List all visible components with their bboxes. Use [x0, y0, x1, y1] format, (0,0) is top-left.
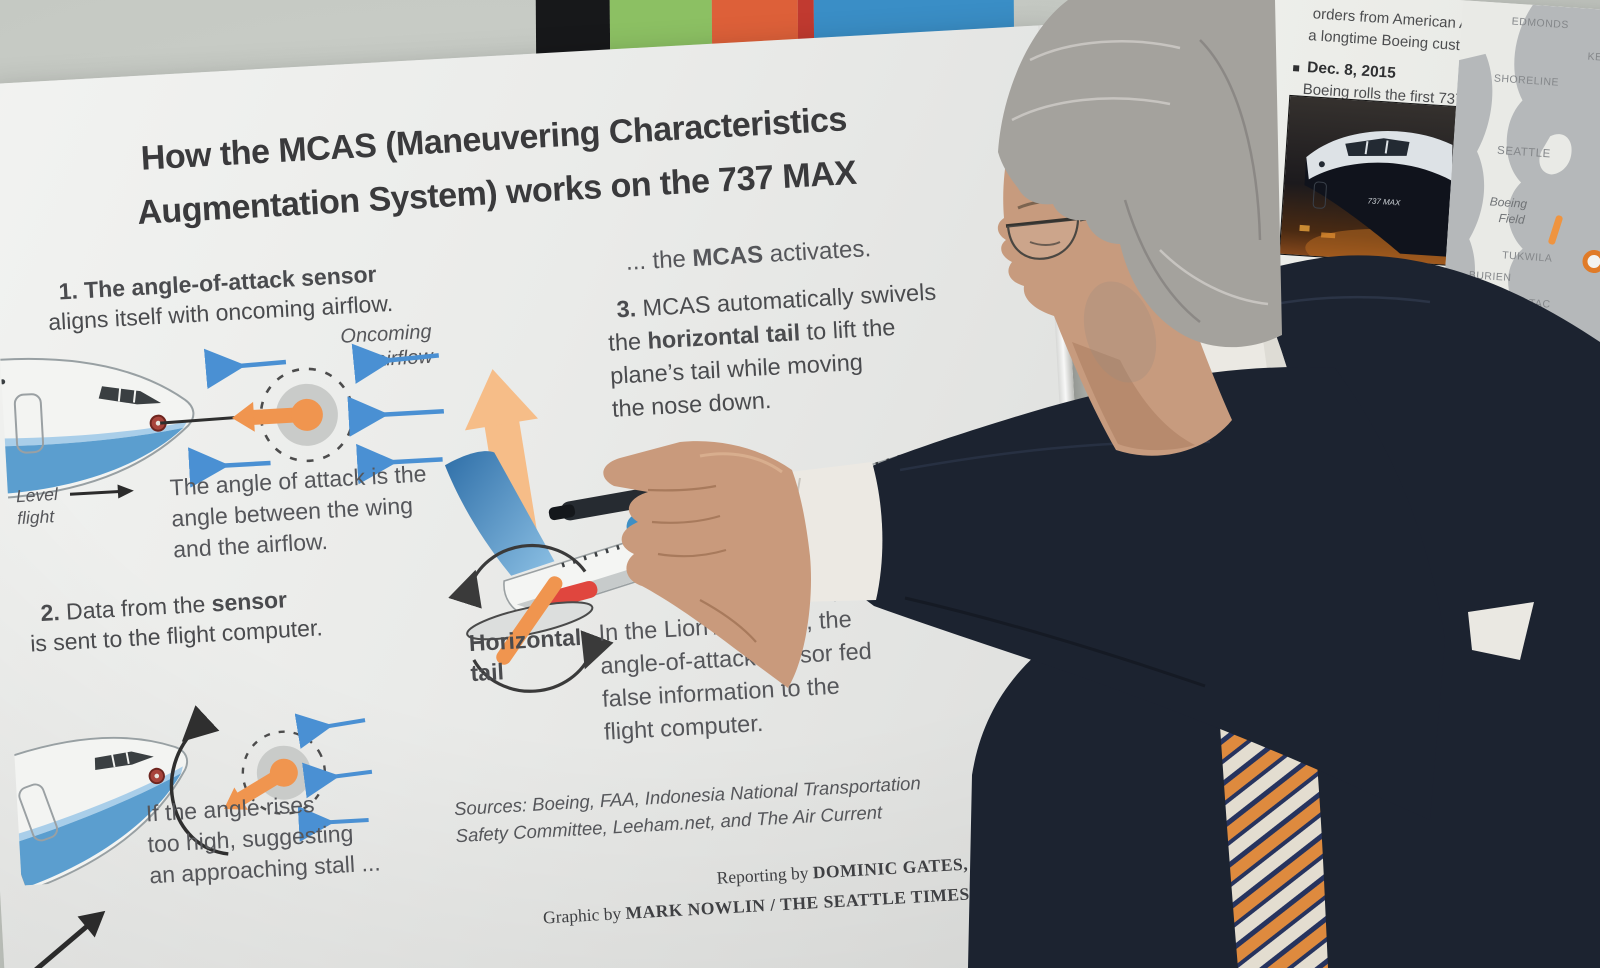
photo-light: [1321, 232, 1336, 239]
seattle-area-map: EDMONDS KEN SHORELINE SEATTLE Boeing Fie…: [1440, 0, 1600, 361]
jaw-stubble: [1083, 281, 1157, 383]
map-lake: [1539, 134, 1572, 175]
map-land-east: [1500, 4, 1600, 361]
map-land-west: [1441, 53, 1493, 330]
cockpit-window-divider: [1364, 140, 1389, 155]
airflow-arrow: [302, 762, 373, 799]
finger-lines: [647, 484, 757, 643]
sleeve-fold: [904, 596, 1206, 688]
glasses-lens: [1006, 219, 1080, 260]
airflow-arrow: [356, 443, 443, 485]
sensor-vane-tip: [223, 787, 248, 810]
eye-line: [1029, 241, 1061, 246]
arrow-head: [77, 910, 106, 938]
airflow-arrow: [297, 805, 369, 842]
plane-door: [1312, 181, 1327, 209]
photo-light: [1299, 224, 1310, 232]
plane-upper-fuselage: [1306, 131, 1453, 181]
renton-factory-marker: [1582, 249, 1600, 273]
plane-window: [1318, 161, 1325, 168]
hand: [603, 441, 812, 688]
cockpit-windows: [1345, 138, 1410, 156]
horizontal-tail-vane: [496, 576, 563, 665]
photo-caption-text: 737 MAX: [1367, 196, 1401, 207]
lift-arrow-head: [464, 369, 539, 431]
hair-shadow: [1123, 39, 1262, 323]
sensor-assembly: [223, 730, 327, 815]
airflow-arrow: [351, 343, 440, 384]
airflow-arrow: [188, 447, 271, 488]
neck-shadow: [1072, 342, 1195, 451]
arrow-shaft: [25, 921, 92, 968]
hair-highlight: [1011, 40, 1269, 306]
hair: [998, 0, 1282, 348]
sensor-vane-hub: [269, 758, 298, 787]
boeing-field-runway: [1548, 215, 1563, 245]
arrow-head: [117, 484, 134, 499]
pitch-up-diagram: [9, 698, 373, 886]
airflow-arrow: [294, 713, 366, 749]
level-flight-arrow-icon: [69, 484, 134, 499]
climb-arrow-icon: [25, 910, 106, 968]
glasses-icon: [1005, 216, 1083, 228]
level-flight-diagram: [0, 343, 445, 500]
sensor-vane-tip: [231, 401, 255, 432]
suit-arm: [855, 367, 1445, 820]
airflow-arrow: [203, 348, 287, 390]
swivel-arrow-top: [448, 543, 587, 609]
timeline-poster: orders from American Airlines, a longtim…: [1200, 0, 1600, 968]
swivel-arrow-bottom: [472, 630, 614, 693]
red-marker: [540, 581, 598, 609]
pocket-square: [1468, 602, 1534, 660]
pen-tip: [548, 504, 576, 521]
sensor-vane-hub: [290, 398, 323, 431]
arrow-shaft: [69, 489, 122, 496]
airflow-arrow: [347, 396, 445, 437]
rotation-arrow: [169, 705, 229, 856]
hand-highlight: [699, 452, 783, 474]
map-art: [1440, 0, 1600, 361]
